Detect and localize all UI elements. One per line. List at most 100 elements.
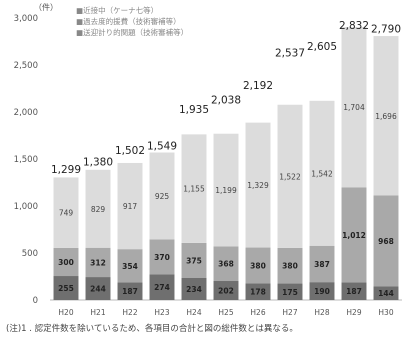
bar-segment-2 xyxy=(373,195,399,287)
bar-total-label: 1,935 xyxy=(179,104,209,116)
bar-segment-1 xyxy=(309,282,335,300)
bar-segment-label: 244 xyxy=(90,285,106,294)
bar-segment-label: 829 xyxy=(91,205,106,214)
bar-segment-3 xyxy=(213,133,239,247)
x-tick-label: H29 xyxy=(346,308,361,317)
x-tick-label: H21 xyxy=(90,308,105,317)
bar-total-label: 1,380 xyxy=(83,156,113,168)
bar-total-label: 1,549 xyxy=(147,140,177,152)
footnote: (注)1 . 認定件数を除いているため、各項目の合計と図の総件数とは異なる。 xyxy=(6,324,298,334)
bar-segment-label: 178 xyxy=(250,288,266,297)
bar-segment-3 xyxy=(245,122,271,248)
y-tick-label: 3,000 xyxy=(14,14,38,24)
bar-segment-3 xyxy=(117,162,143,250)
bar-segment-label: 380 xyxy=(250,261,266,270)
bar-segment-2 xyxy=(85,247,111,278)
bar-segment-1 xyxy=(53,276,79,300)
bar-segment-3 xyxy=(181,134,207,243)
bar-segment-2 xyxy=(341,187,367,283)
x-tick-label: H28 xyxy=(314,308,329,317)
y-axis-unit: （件） xyxy=(34,2,58,12)
bar-segment-label: 144 xyxy=(378,289,394,298)
bar-total-label: 2,605 xyxy=(307,41,337,53)
bar-segment-3 xyxy=(85,169,111,248)
x-tick-label: H20 xyxy=(58,308,73,317)
y-tick-label: 1,000 xyxy=(14,202,38,212)
bar-segment-label: 274 xyxy=(154,283,170,292)
y-tick-label: 2,500 xyxy=(14,61,38,71)
bar-segment-2 xyxy=(277,247,303,284)
bar-segment-label: 1,199 xyxy=(215,186,237,195)
x-tick-label: H30 xyxy=(378,308,393,317)
bar-segment-label: 312 xyxy=(90,258,106,267)
bar-segment-2 xyxy=(53,247,79,277)
bar-total-label: 2,790 xyxy=(371,24,401,36)
bar-segment-label: 175 xyxy=(282,288,298,297)
bar-segment-1 xyxy=(149,274,175,300)
bar-segment-label: 187 xyxy=(122,287,138,296)
bar-segment-label: 1,329 xyxy=(247,181,269,190)
bar-segment-label: 202 xyxy=(218,287,234,296)
bar-segment-label: 1,696 xyxy=(375,112,397,121)
bar-segment-3 xyxy=(309,100,335,246)
bar-segment-label: 749 xyxy=(59,209,74,218)
y-tick-label: 2,000 xyxy=(14,108,38,118)
bar-segment-3 xyxy=(341,27,367,188)
bar-segment-2 xyxy=(309,245,335,283)
x-tick-label: H25 xyxy=(218,308,233,317)
bar-segment-1 xyxy=(181,278,207,300)
bar-segment-1 xyxy=(245,283,271,300)
y-tick-label: 500 xyxy=(22,249,38,259)
bar-segment-1 xyxy=(373,286,399,300)
bar-segment-label: 1,012 xyxy=(342,231,366,240)
bar-segment-2 xyxy=(213,246,239,282)
x-tick-label: H26 xyxy=(250,308,265,317)
bar-segment-label: 917 xyxy=(123,202,138,211)
bar-segment-label: 387 xyxy=(314,260,330,269)
bar-segment-label: 300 xyxy=(58,258,74,267)
bar-segment-label: 255 xyxy=(58,284,74,293)
bar-segment-label: 234 xyxy=(186,285,202,294)
bar-segment-label: 370 xyxy=(154,253,170,262)
x-tick-label: H22 xyxy=(122,308,137,317)
bar-segment-3 xyxy=(149,152,175,240)
bar-segment-2 xyxy=(149,239,175,275)
bar-segment-label: 925 xyxy=(155,192,170,201)
x-tick-label: H27 xyxy=(282,308,297,317)
bar-segment-label: 187 xyxy=(346,287,362,296)
bar-segment-2 xyxy=(181,242,207,279)
bar-segment-label: 354 xyxy=(122,262,138,271)
legend-entry: ■近接中（ケーナ七等） xyxy=(76,5,158,15)
bar-total-label: 2,832 xyxy=(339,20,369,32)
bar-segment-label: 1,522 xyxy=(279,172,301,181)
bar-segment-1 xyxy=(117,282,143,300)
bar-total-label: 2,192 xyxy=(243,80,273,92)
bar-segment-label: 368 xyxy=(218,260,234,269)
bar-segment-3 xyxy=(53,177,79,248)
bar-total-label: 1,299 xyxy=(51,164,81,176)
bar-segment-1 xyxy=(213,281,239,300)
bar-total-label: 1,502 xyxy=(115,145,145,157)
bar-segment-1 xyxy=(277,283,303,300)
bar-segment-2 xyxy=(245,247,271,284)
bar-total-label: 2,038 xyxy=(211,94,241,106)
bar-segment-1 xyxy=(341,282,367,300)
legend-entry: ■過去度的援費（技術審補等） xyxy=(76,16,181,26)
y-tick-label: 0 xyxy=(33,296,38,306)
bar-segment-label: 1,704 xyxy=(343,103,365,112)
bar-segment-label: 380 xyxy=(282,262,298,271)
bar-segment-label: 1,542 xyxy=(311,169,333,178)
x-tick-label: H24 xyxy=(186,308,201,317)
bar-segment-label: 190 xyxy=(314,287,330,296)
bar-segment-label: 375 xyxy=(186,256,202,265)
y-tick-label: 1,500 xyxy=(14,155,38,165)
bar-segment-3 xyxy=(277,104,303,248)
x-tick-label: H23 xyxy=(154,308,169,317)
bar-segment-label: 1,155 xyxy=(183,185,205,194)
bar-total-label: 2,537 xyxy=(275,48,305,60)
bar-segment-2 xyxy=(117,249,143,283)
legend-entry: ■送迎計り的関題（技術審補等） xyxy=(76,27,188,37)
bar-segment-1 xyxy=(85,277,111,300)
